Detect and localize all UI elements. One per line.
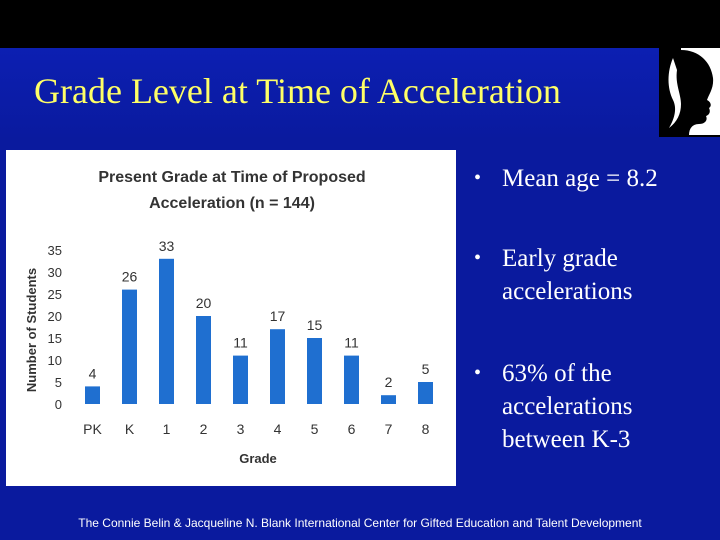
chart-panel: Present Grade at Time of Proposed Accele… bbox=[6, 150, 456, 486]
bar bbox=[122, 289, 137, 404]
x-tick-label: 2 bbox=[200, 421, 208, 437]
y-tick-label: 10 bbox=[48, 353, 62, 368]
footer-credit: The Connie Belin & Jacqueline N. Blank I… bbox=[78, 516, 642, 530]
y-axis-label: Number of Students bbox=[24, 268, 39, 392]
bar bbox=[159, 258, 174, 404]
x-axis-label: Grade bbox=[239, 451, 277, 466]
bar-value-label: 26 bbox=[122, 269, 138, 285]
bar-value-label: 11 bbox=[344, 335, 359, 351]
bullet-dot-icon: • bbox=[474, 167, 482, 189]
bullet-text: Early grade accelerations bbox=[502, 245, 633, 305]
bullet-text: 63% of the accelerations between K-3 bbox=[502, 360, 633, 453]
title-band bbox=[0, 48, 720, 140]
bullet-dot-icon: • bbox=[474, 247, 482, 269]
bar-value-label: 15 bbox=[307, 317, 323, 333]
x-tick-label: 3 bbox=[237, 421, 245, 437]
x-tick-label: 6 bbox=[348, 421, 356, 437]
bullet-item: • Early grade accelerations bbox=[474, 242, 674, 308]
y-tick-label: 35 bbox=[48, 243, 62, 258]
x-tick-label: 8 bbox=[422, 421, 430, 437]
x-tick-label: K bbox=[125, 421, 135, 437]
y-tick-label: 15 bbox=[48, 331, 62, 346]
bar bbox=[270, 329, 285, 404]
bullet-text: Mean age = 8.2 bbox=[502, 165, 658, 192]
bullet-item: • 63% of the accelerations between K-3 bbox=[474, 357, 674, 456]
y-tick-label: 25 bbox=[48, 287, 62, 302]
bar bbox=[344, 355, 359, 404]
bar-value-label: 33 bbox=[159, 238, 175, 254]
bar-chart: Present Grade at Time of Proposed Accele… bbox=[24, 169, 433, 466]
bullet-dot-icon: • bbox=[474, 362, 482, 384]
bar-value-label: 2 bbox=[385, 374, 393, 390]
x-tick-label: 1 bbox=[163, 421, 171, 437]
bar-value-label: 20 bbox=[196, 295, 212, 311]
x-tick-label: PK bbox=[83, 421, 102, 437]
x-tick-label: 5 bbox=[311, 421, 319, 437]
y-tick-label: 0 bbox=[55, 397, 62, 412]
bar bbox=[381, 395, 396, 404]
y-tick-label: 30 bbox=[48, 265, 62, 280]
chart-title-line2: Acceleration (n = 144) bbox=[149, 195, 315, 212]
bar bbox=[85, 386, 100, 404]
x-tick-label: 7 bbox=[385, 421, 393, 437]
bar-value-label: 17 bbox=[270, 308, 286, 324]
bar bbox=[233, 355, 248, 404]
bar-value-label: 5 bbox=[422, 361, 430, 377]
bar bbox=[418, 382, 433, 404]
top-black-band bbox=[0, 0, 720, 48]
y-tick-label: 20 bbox=[48, 309, 62, 324]
y-tick-label: 5 bbox=[55, 375, 62, 390]
profile-logo-icon bbox=[659, 48, 720, 137]
x-tick-label: 4 bbox=[274, 421, 282, 437]
bar-value-label: 4 bbox=[89, 365, 97, 381]
bar bbox=[196, 316, 211, 404]
slide-title: Grade Level at Time of Acceleration bbox=[34, 71, 561, 111]
chart-title-line1: Present Grade at Time of Proposed bbox=[98, 169, 365, 186]
bar bbox=[307, 338, 322, 404]
bar-value-label: 11 bbox=[233, 335, 248, 351]
bullet-item: • Mean age = 8.2 bbox=[474, 162, 658, 195]
